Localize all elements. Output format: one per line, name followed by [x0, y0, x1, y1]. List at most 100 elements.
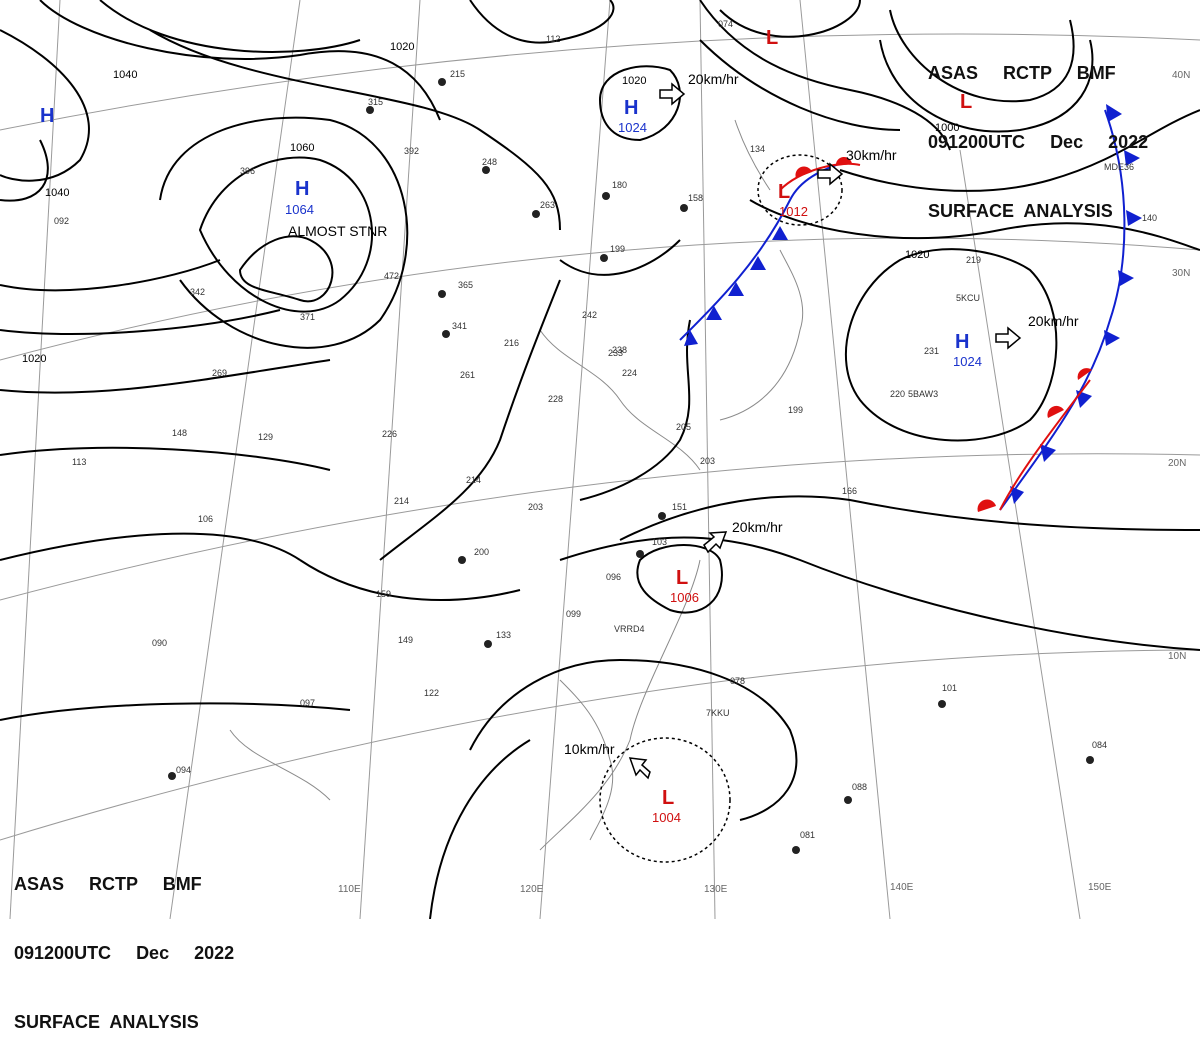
- header-line-1: ASAS RCTP BMF: [928, 63, 1116, 83]
- header-line-2: 091200UTC Dec 2022: [928, 132, 1149, 152]
- station-value: 365: [458, 280, 473, 290]
- high-center-value: 1024: [618, 120, 647, 135]
- lon-label: 110E: [338, 884, 361, 895]
- station-value: 133: [496, 630, 511, 640]
- lat-label: 10N: [1168, 651, 1186, 662]
- station-value: 129: [258, 432, 273, 442]
- station-value: 099: [566, 609, 581, 619]
- axis-labels: 110E 120E 130E 140E 150E 40N 30N 20N 10N: [338, 70, 1190, 895]
- station-value: 203: [700, 456, 715, 466]
- low-center-letter: L: [662, 787, 674, 809]
- pressure-centers: H 1064 ALMOST STNR H 1024 20km/hr H 1024…: [40, 27, 1079, 825]
- station-value: 263: [540, 200, 555, 210]
- station-value: 200: [474, 547, 489, 557]
- isobar-label: 1020: [905, 249, 929, 261]
- station-value: 392: [404, 146, 419, 156]
- station-value: 090: [152, 638, 167, 648]
- high-center-letter: H: [955, 331, 969, 353]
- station-value: 269: [212, 368, 227, 378]
- low-center-letter: L: [766, 27, 778, 49]
- isobar-label: 1060: [290, 142, 314, 154]
- station-value: 092: [54, 216, 69, 226]
- station-value: 088: [852, 782, 867, 792]
- station-value: 113: [72, 457, 86, 467]
- lat-label: 30N: [1172, 268, 1190, 279]
- station-value: 112: [546, 34, 560, 44]
- station-plots: 215 315 248 263 180 158 199 472 365 341 …: [54, 19, 1157, 854]
- arrow-icon: [995, 326, 1022, 350]
- motion-arrows: [628, 82, 1022, 780]
- station-value: 233: [608, 348, 623, 358]
- lon-label: 130E: [704, 884, 728, 895]
- arrow-icon: [628, 757, 651, 780]
- arrow-icon: [659, 82, 686, 106]
- high-center-value: 1064: [285, 202, 314, 217]
- station-value: 094: [176, 765, 191, 775]
- station-value: 151: [672, 502, 687, 512]
- station-value: 228: [548, 394, 563, 404]
- station-value: 371: [300, 312, 315, 322]
- station-value: 216: [504, 338, 519, 348]
- station-id: 5KCU: [956, 293, 980, 303]
- station-value: 224: [622, 368, 637, 378]
- station-value: 103: [652, 537, 667, 547]
- station-value: 084: [1092, 740, 1107, 750]
- station-value: 149: [398, 635, 413, 645]
- arrow-icon: [817, 162, 844, 186]
- isobar-label: 1020: [622, 75, 646, 87]
- station-value: 219: [966, 255, 981, 265]
- isobar-label: 1020: [22, 353, 46, 365]
- station-value: 238: [612, 345, 627, 355]
- isobar-label: 1020: [390, 41, 414, 53]
- station-value: 199: [788, 405, 803, 415]
- header-line-1: ASAS RCTP BMF: [14, 874, 202, 894]
- station-value: 134: [750, 144, 765, 154]
- header-line-3: SURFACE ANALYSIS: [14, 1012, 199, 1032]
- lat-label: 40N: [1172, 70, 1190, 81]
- station-value: 166: [842, 486, 857, 496]
- station-value: 214: [466, 475, 481, 485]
- motion-speed: 30km/hr: [846, 147, 897, 163]
- station-value: 342: [190, 287, 205, 297]
- motion-speed: 20km/hr: [732, 519, 783, 535]
- surface-weather-map: 1040 1020 1060 1040 1020 1020 1000 1020 …: [0, 0, 1200, 919]
- station-value: 097: [300, 698, 315, 708]
- station-value: 231: [924, 346, 939, 356]
- warm-front: [779, 156, 1092, 512]
- high-center-letter: H: [295, 178, 309, 200]
- station-value: 261: [460, 370, 475, 380]
- high-center-value: 1024: [953, 354, 982, 369]
- station-value: 248: [482, 157, 497, 167]
- station-value: 096: [606, 572, 621, 582]
- isobar-label: 1000: [935, 122, 959, 134]
- header-line-3: SURFACE ANALYSIS: [928, 201, 1113, 221]
- motion-speed: 10km/hr: [564, 741, 615, 757]
- header-top-right: ASAS RCTP BMF 091200UTC Dec 2022 SURFACE…: [928, 16, 1148, 246]
- station-value: 078: [730, 676, 745, 686]
- motion-speed: 20km/hr: [688, 71, 739, 87]
- arrow-icon: [703, 531, 728, 554]
- station-value: 106: [198, 514, 213, 524]
- high-center-letter: H: [40, 105, 54, 127]
- station-value: 226: [382, 429, 397, 439]
- station-value: 101: [942, 683, 957, 693]
- isobar-label: 1040: [113, 69, 137, 81]
- lon-label: 140E: [890, 882, 914, 893]
- station-value: 140: [1142, 213, 1157, 223]
- header-bottom-left: ASAS RCTP BMF 091200UTC Dec 2022 SURFACE…: [14, 827, 234, 1057]
- station-value: 081: [800, 830, 815, 840]
- lon-label: 150E: [1088, 882, 1112, 893]
- station-value: 074: [718, 19, 733, 29]
- station-value: 315: [368, 97, 383, 107]
- station-id: 5BAW3: [908, 389, 938, 399]
- station-id: MDE36: [1104, 162, 1134, 172]
- low-center-value: 1006: [670, 590, 699, 605]
- lat-lon-grid: [0, 0, 1200, 919]
- station-value: 159: [376, 589, 391, 599]
- isobar-labels: 1040 1020 1060 1040 1020 1020 1000 1020: [22, 41, 959, 365]
- station-value: 148: [172, 428, 187, 438]
- station-value: 158: [688, 193, 703, 203]
- station-value: 341: [452, 321, 467, 331]
- station-value: 215: [450, 69, 465, 79]
- station-value: 122: [424, 688, 439, 698]
